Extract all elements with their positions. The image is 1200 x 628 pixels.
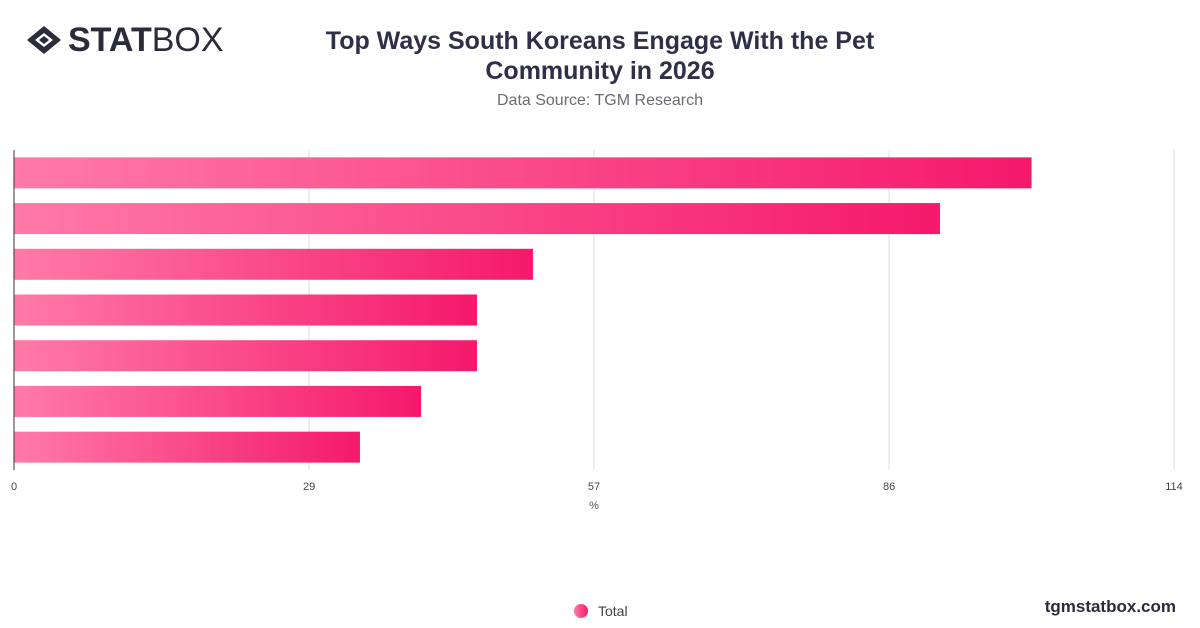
logo-stat: STAT [68,21,152,59]
bar[interactable] [14,431,360,463]
legend[interactable]: Total [574,602,628,620]
x-tick-label: 57 [588,481,600,493]
site-url: tgmstatbox.com [1044,597,1176,616]
bar[interactable] [14,248,533,280]
legend-swatch [574,604,588,618]
chart-subtitle: Data Source: TGM Research [496,92,703,109]
bar[interactable] [14,203,940,235]
bar[interactable] [14,157,1032,189]
x-tick-label: 29 [303,481,315,493]
legend-label-total: Total [598,603,628,619]
bar[interactable] [14,385,422,417]
bar[interactable] [14,340,477,372]
logo-box: BOX [151,21,224,59]
bars [14,157,1032,463]
x-axis-ticks: 0 29 57 86 114 [11,481,1183,493]
bar[interactable] [14,294,477,326]
logo-wordmark: STATBOX [68,22,224,58]
x-tick-label: 86 [883,481,895,493]
x-axis-label: % [589,500,599,512]
x-tick-label: 114 [1165,481,1183,493]
statbox-logo: STATBOX [26,22,224,58]
chart-title: Top Ways South Koreans Engage With the P… [325,27,875,85]
statbox-logo-icon [27,26,61,54]
x-tick-label: 0 [11,481,17,493]
